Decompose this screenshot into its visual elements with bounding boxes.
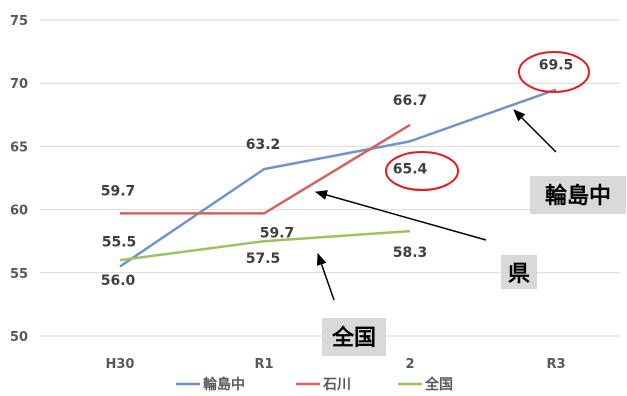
callout-label: 輪島中 [545,183,611,209]
series-line [120,123,411,215]
callout-box [501,255,537,289]
legend-label: 輪島中 [203,376,245,393]
callout-box [530,176,626,214]
data-label: 56.0 [101,273,136,289]
y-tick-label: 50 [10,330,28,345]
legend-label: 全国 [424,376,453,393]
callout-arrow [316,253,335,301]
callout-arrow [315,190,487,241]
data-label: 55.5 [102,234,137,250]
data-label: 63.2 [246,137,281,153]
callout-label: 県 [508,262,530,287]
callout-label: 全国 [331,325,376,351]
x-tick-label: H30 [106,357,135,372]
x-tick-label: 2 [405,357,414,372]
data-label: 58.3 [393,245,428,261]
y-tick-label: 75 [10,14,28,29]
series-line [119,88,557,268]
y-tick-label: 70 [10,77,28,92]
data-label: 57.5 [246,251,281,267]
y-tick-label: 60 [10,204,28,219]
data-label: 65.4 [393,161,428,177]
y-tick-label: 55 [10,267,28,282]
data-label: 66.7 [393,93,428,109]
callout-box [322,318,386,356]
x-tick-label: R3 [546,357,565,372]
legend-label: 石川 [322,377,351,393]
x-tick-label: R1 [254,357,273,372]
series-line [119,229,411,262]
data-label: 59.7 [260,225,295,241]
y-tick-label: 65 [10,140,28,155]
data-label: 69.5 [539,58,574,74]
data-label: 59.7 [101,183,136,199]
callout-arrow [513,109,557,153]
highlight-ellipse [518,51,590,93]
highlight-ellipse [385,151,459,191]
